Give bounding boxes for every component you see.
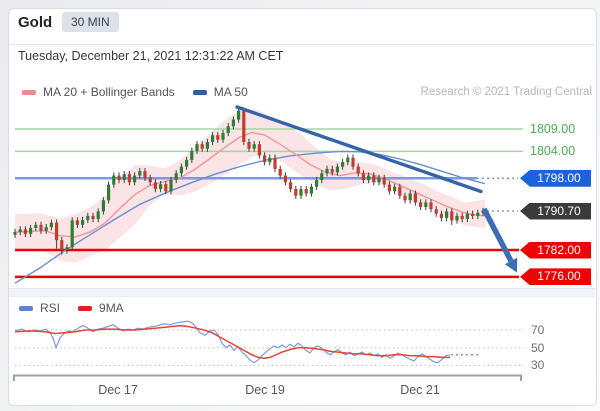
- ma20-bollinger-label: MA 20 + Bollinger Bands: [43, 85, 175, 99]
- ma20-bollinger-swatch-icon: [22, 89, 36, 95]
- nine-ma-label: 9MA: [99, 301, 124, 315]
- timestamp: Tuesday, December 21, 2021 12:31:22 AM C…: [18, 49, 284, 63]
- timeframe-badge[interactable]: 30 MIN: [62, 12, 119, 32]
- ma50-swatch-icon: [192, 89, 207, 95]
- panel-divider-strip: [9, 288, 595, 297]
- ma50-label: MA 50: [213, 85, 248, 99]
- research-watermark: Research © 2021 Trading Central: [420, 86, 592, 98]
- nine-ma-swatch-icon: [78, 305, 93, 311]
- rsi-label: RSI: [40, 301, 61, 315]
- legend-rsi: RSI 9MA: [19, 301, 124, 315]
- chart-card: [8, 8, 597, 406]
- rsi-swatch-icon: [19, 305, 33, 311]
- header-divider: [9, 44, 595, 45]
- instrument-title: Gold: [18, 14, 53, 31]
- legend-main: MA 20 + Bollinger Bands MA 50: [22, 85, 248, 99]
